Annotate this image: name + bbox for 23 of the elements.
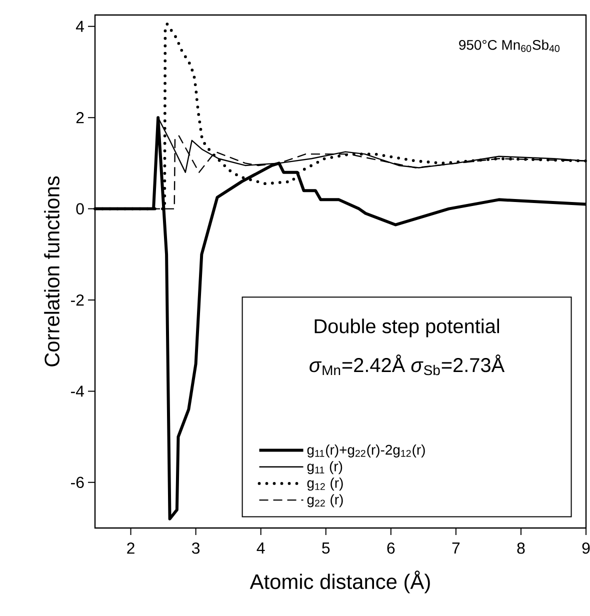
legend-label: g$_{22}$ (r) bbox=[307, 494, 343, 508]
annotation: 950°C Mn$_{60}$Sb$_{40}$ bbox=[459, 40, 560, 52]
y-tick-label: -4 bbox=[71, 386, 84, 397]
legend-label: g$_{11}$(r)+g$_{22}$(r)-2g$_{12}$(r) bbox=[307, 444, 425, 458]
legend-label: g$_{11}$ (r) bbox=[307, 461, 342, 474]
y-tick-label: -6 bbox=[71, 476, 84, 488]
y-tick-label: 0 bbox=[76, 203, 84, 214]
x-tick-label: 3 bbox=[192, 542, 200, 554]
x-tick-label: 4 bbox=[256, 542, 265, 554]
y-axis-title: Correlation functions bbox=[44, 176, 60, 366]
x-tick-label: 9 bbox=[582, 542, 590, 554]
x-tick-label: 5 bbox=[322, 542, 330, 554]
x-axis-title: Atomic distance (Å) bbox=[250, 570, 430, 594]
x-tick-label: 7 bbox=[452, 542, 460, 554]
y-tick-label: -2 bbox=[71, 294, 84, 306]
y-tick-label: 4 bbox=[76, 20, 84, 32]
y-tick-label: 2 bbox=[76, 112, 84, 124]
annotation: σ$_{Mn}$=2.42Å σ$_{Sb}$=2.73Å bbox=[310, 354, 505, 376]
x-tick-label: 8 bbox=[517, 542, 525, 554]
x-tick-label: 6 bbox=[387, 542, 395, 554]
legend-label: g$_{12}$ (r) bbox=[307, 478, 343, 491]
x-tick-label: 2 bbox=[127, 542, 134, 554]
legend-title: Double step potential bbox=[314, 318, 500, 338]
